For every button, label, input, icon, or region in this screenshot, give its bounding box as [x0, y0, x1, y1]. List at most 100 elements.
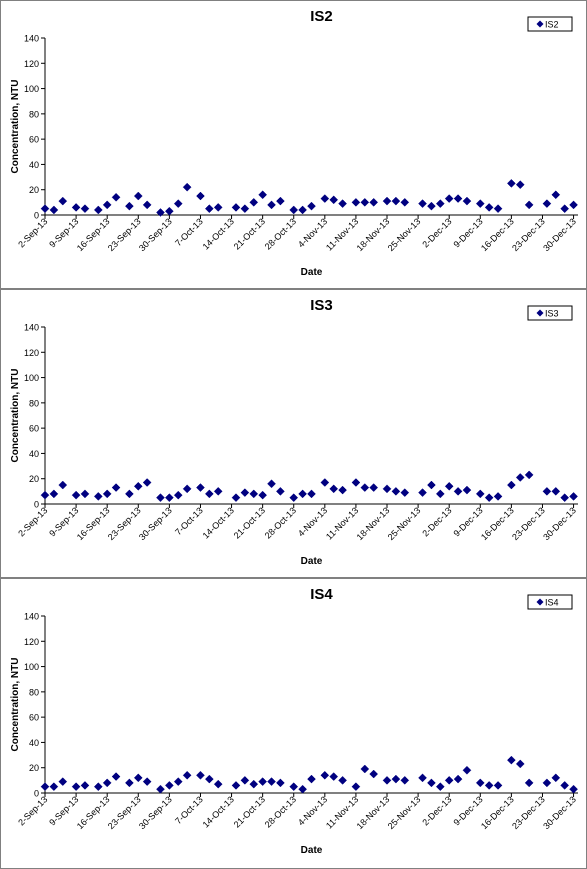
legend-marker [536, 309, 544, 317]
x-tick-label: 28-Oct-13 [263, 505, 298, 540]
x-tick-label: 21-Oct-13 [232, 216, 267, 251]
data-point [551, 190, 561, 200]
data-point [569, 200, 578, 210]
data-point [173, 777, 183, 786]
data-point [240, 488, 250, 497]
x-tick-label: 25-Nov-13 [386, 794, 423, 831]
data-point [453, 487, 463, 496]
data-point [507, 179, 516, 188]
data-point [320, 770, 330, 780]
data-point [435, 489, 445, 499]
y-tick-label: 80 [29, 687, 39, 697]
data-point [213, 487, 223, 496]
data-point [382, 196, 392, 206]
y-tick-label: 20 [29, 185, 39, 195]
data-point [49, 489, 59, 499]
data-point [213, 203, 223, 212]
data-point [475, 199, 485, 208]
data-point [204, 489, 214, 499]
x-tick-label: 25-Nov-13 [386, 216, 423, 253]
x-tick-label: 28-Oct-13 [263, 216, 298, 251]
x-axis-label: Date [301, 267, 323, 278]
data-point [360, 198, 370, 207]
data-point [329, 484, 339, 494]
chart-panel-is4: IS4 0 20 40 60 80 100 120 140 Concentration, NTU 2… [0, 578, 587, 869]
data-point [111, 483, 121, 492]
legend-label: IS2 [545, 20, 559, 30]
data-point [391, 774, 401, 784]
x-tick-label: 30-Dec-13 [541, 505, 578, 542]
y-tick-label: 40 [29, 738, 39, 748]
data-point [213, 779, 223, 789]
data-point [307, 489, 316, 499]
data-point [142, 777, 152, 786]
data-point [58, 480, 68, 490]
data-point [240, 776, 250, 785]
data-point [475, 489, 485, 499]
data-point [133, 773, 143, 783]
data-point [80, 204, 90, 214]
legend: IS4 [527, 594, 573, 610]
data-point [93, 492, 103, 501]
x-tick-label: 21-Oct-13 [232, 505, 267, 540]
x-tick-label: 14-Oct-13 [201, 216, 236, 251]
data-point [58, 777, 68, 786]
data-point [258, 490, 267, 500]
data-point [515, 180, 525, 190]
data-point [329, 195, 339, 205]
data-point [298, 205, 307, 215]
data-point [165, 206, 174, 216]
data-point [156, 208, 165, 217]
data-point [298, 489, 307, 499]
chart-panel-is3: IS3 0 20 40 60 80 100 120 140 Concentration, NTU 2… [0, 289, 587, 578]
x-tick-label: 7-Oct-13 [173, 794, 205, 826]
data-point [58, 196, 68, 206]
y-tick-label: 120 [24, 59, 39, 69]
data-point [182, 182, 192, 192]
data-point [418, 773, 427, 783]
y-tick-label: 140 [24, 612, 39, 622]
legend-box [527, 594, 573, 610]
data-point [231, 781, 241, 790]
data-point [40, 782, 50, 792]
y-tick-label: 0 [34, 789, 39, 799]
data-point [40, 204, 50, 214]
chart-title: IS2 [310, 8, 333, 25]
data-point [435, 199, 445, 208]
y-tick-label: 100 [24, 662, 39, 672]
data-point [462, 196, 472, 206]
y-tick-label: 140 [24, 34, 39, 44]
data-point [71, 782, 81, 792]
legend-box [527, 305, 573, 321]
data-point [49, 782, 59, 792]
x-tick-label: 30-Dec-13 [541, 794, 578, 831]
data-point [560, 781, 570, 790]
chart-svg: IS4 0 20 40 60 80 100 120 140 Concentration, NTU 2… [10, 586, 578, 856]
chart-title: IS3 [310, 297, 333, 314]
data-point [391, 487, 401, 496]
data-point [267, 777, 276, 786]
data-point [111, 192, 121, 202]
data-point [369, 769, 379, 779]
data-point [369, 483, 379, 492]
data-point [418, 488, 427, 497]
data-point [524, 778, 534, 788]
data-point [182, 484, 192, 494]
x-tick-label: 7-Oct-13 [173, 505, 205, 537]
legend-label: IS4 [545, 598, 559, 608]
y-axis-label: Concentration, NTU [10, 369, 21, 463]
x-tick-label: 2-Dec-13 [420, 505, 453, 538]
data-point [493, 781, 503, 790]
data-point [173, 199, 183, 208]
x-tick-label: 2-Dec-13 [420, 216, 453, 249]
data-point [484, 203, 494, 212]
x-tick-label: 7-Oct-13 [173, 216, 205, 248]
data-point [133, 191, 143, 201]
data-point [400, 198, 410, 207]
legend-marker [536, 20, 544, 28]
data-point [427, 201, 436, 211]
x-axis-label: Date [301, 556, 323, 567]
data-point [196, 770, 205, 780]
x-tick-label: 25-Nov-13 [386, 505, 423, 542]
y-tick-label: 40 [29, 449, 39, 459]
